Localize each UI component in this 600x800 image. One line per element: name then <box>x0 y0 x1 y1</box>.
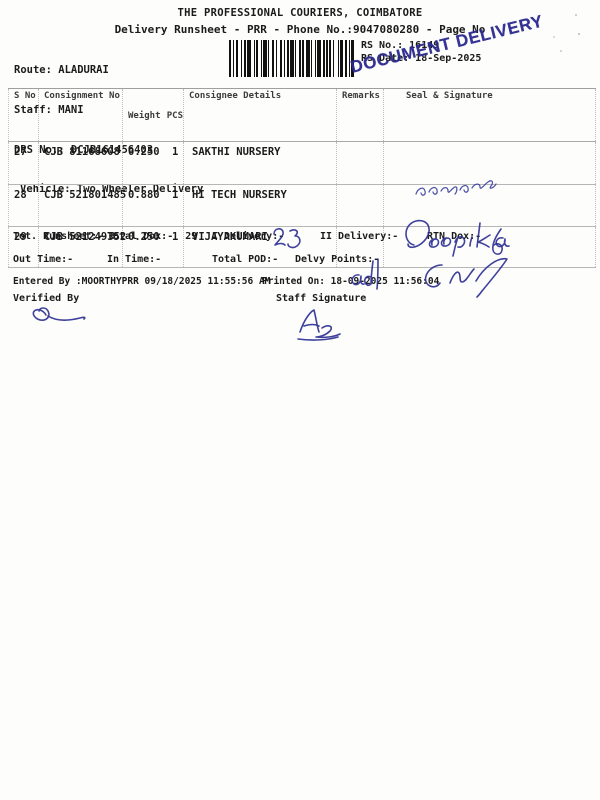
entered-by: Entered By :MOORTHYPRR 09/18/2025 11:55:… <box>13 276 271 287</box>
cell-seal-signature <box>383 184 596 257</box>
handwritten-rtn-dox-value <box>488 226 508 258</box>
handwritten-i-delivery-value <box>270 224 304 254</box>
scan-speck <box>560 50 562 52</box>
cell-seal-signature <box>383 141 596 196</box>
cell-seal-signature <box>383 226 596 298</box>
cell-consignee: SAKTHI NURSERY <box>183 141 337 185</box>
ii-delivery-label: II Delivery:- <box>320 231 399 242</box>
out-time: Out Time:- <box>13 254 74 265</box>
col-consignee-details: Consignee Details <box>183 88 337 142</box>
scan-speck <box>575 14 577 16</box>
cell-s-no: 28 <box>8 184 39 227</box>
table-row: 28 CJB 521801485 0.880 1 HI TECH NURSERY <box>8 184 596 257</box>
table-row: 27 CJB 81168608 0.250 1 SAKTHI NURSERY <box>8 141 596 196</box>
col-remarks: Remarks <box>336 88 384 142</box>
cell-remarks <box>336 226 384 290</box>
barcode <box>229 40 357 77</box>
cell-weight-pcs: 0.250 1 <box>122 226 184 268</box>
cell-consignment-no: CJB 521801485 <box>38 184 126 227</box>
cell-weight-pcs: 0.880 1 <box>122 184 184 227</box>
delvy-points: Delvy Points:- <box>295 254 380 265</box>
scan-speck <box>578 33 580 35</box>
verified-by-label: Verified By <box>13 293 80 304</box>
route-line: Route: ALADURAI <box>14 64 109 77</box>
col-weight-pcs: Weight PCS <box>122 88 184 142</box>
cell-consignee: VIJAYAKUMARI <box>183 226 337 268</box>
handwritten-remark-ad <box>345 229 421 317</box>
cell-remarks <box>336 184 384 227</box>
rs-date: RS Date: 18-Sep-2025 <box>361 53 482 64</box>
handwritten-signature-row-27 <box>412 150 507 226</box>
staff-signature-label: Staff Signature <box>276 293 367 304</box>
tot-runsheet: Tot. Runsheet:- 3 <box>13 231 116 242</box>
handwritten-signature-row-29 <box>410 229 520 325</box>
company-title: THE PROFESSIONAL COURIERS, COIMBATORE <box>177 7 423 19</box>
cell-consignment-no: CJB 81168608 <box>38 141 123 185</box>
cell-consignment-no: CJB 521249352 <box>38 226 126 268</box>
cell-consignee: HI TECH NURSERY <box>183 184 337 227</box>
handwritten-verified-by-signature <box>22 299 92 331</box>
consignment-table: S No Consignment No Weight PCS Consignee … <box>8 88 596 298</box>
col-s-no: S No <box>8 88 39 142</box>
cell-weight-pcs: 0.250 1 <box>122 141 184 185</box>
cell-s-no: 27 <box>8 141 39 185</box>
col-weight: Weight <box>128 111 161 121</box>
rtn-dox-label: RTN Dox:- <box>427 231 482 242</box>
col-consignment-no: Consignment No <box>38 88 123 142</box>
cell-remarks <box>336 141 384 185</box>
col-pcs: PCS <box>166 111 183 121</box>
col-seal-signature: Seal & Signature <box>383 88 596 142</box>
runsheet-subtitle: Delivery Runsheet - PRR - Phone No.:9047… <box>114 23 486 36</box>
handwritten-staff-signature <box>288 304 348 344</box>
total-dox: Total Dox:- 29 <box>107 231 198 242</box>
table-header-row: S No Consignment No Weight PCS Consignee … <box>8 88 596 142</box>
rs-no: RS No.: 16149 <box>361 40 440 51</box>
in-time: In Time:- <box>107 254 162 265</box>
cell-s-no: 29 <box>8 226 39 268</box>
scan-speck <box>553 36 555 38</box>
table-row: 29 CJB 521249352 0.250 1 VIJAYAKUMARI <box>8 226 596 298</box>
total-pod: Total POD:- <box>212 254 279 265</box>
i-delivery-label: I Delivery:- <box>212 231 285 242</box>
handwritten-signature-row-28 <box>400 185 520 281</box>
